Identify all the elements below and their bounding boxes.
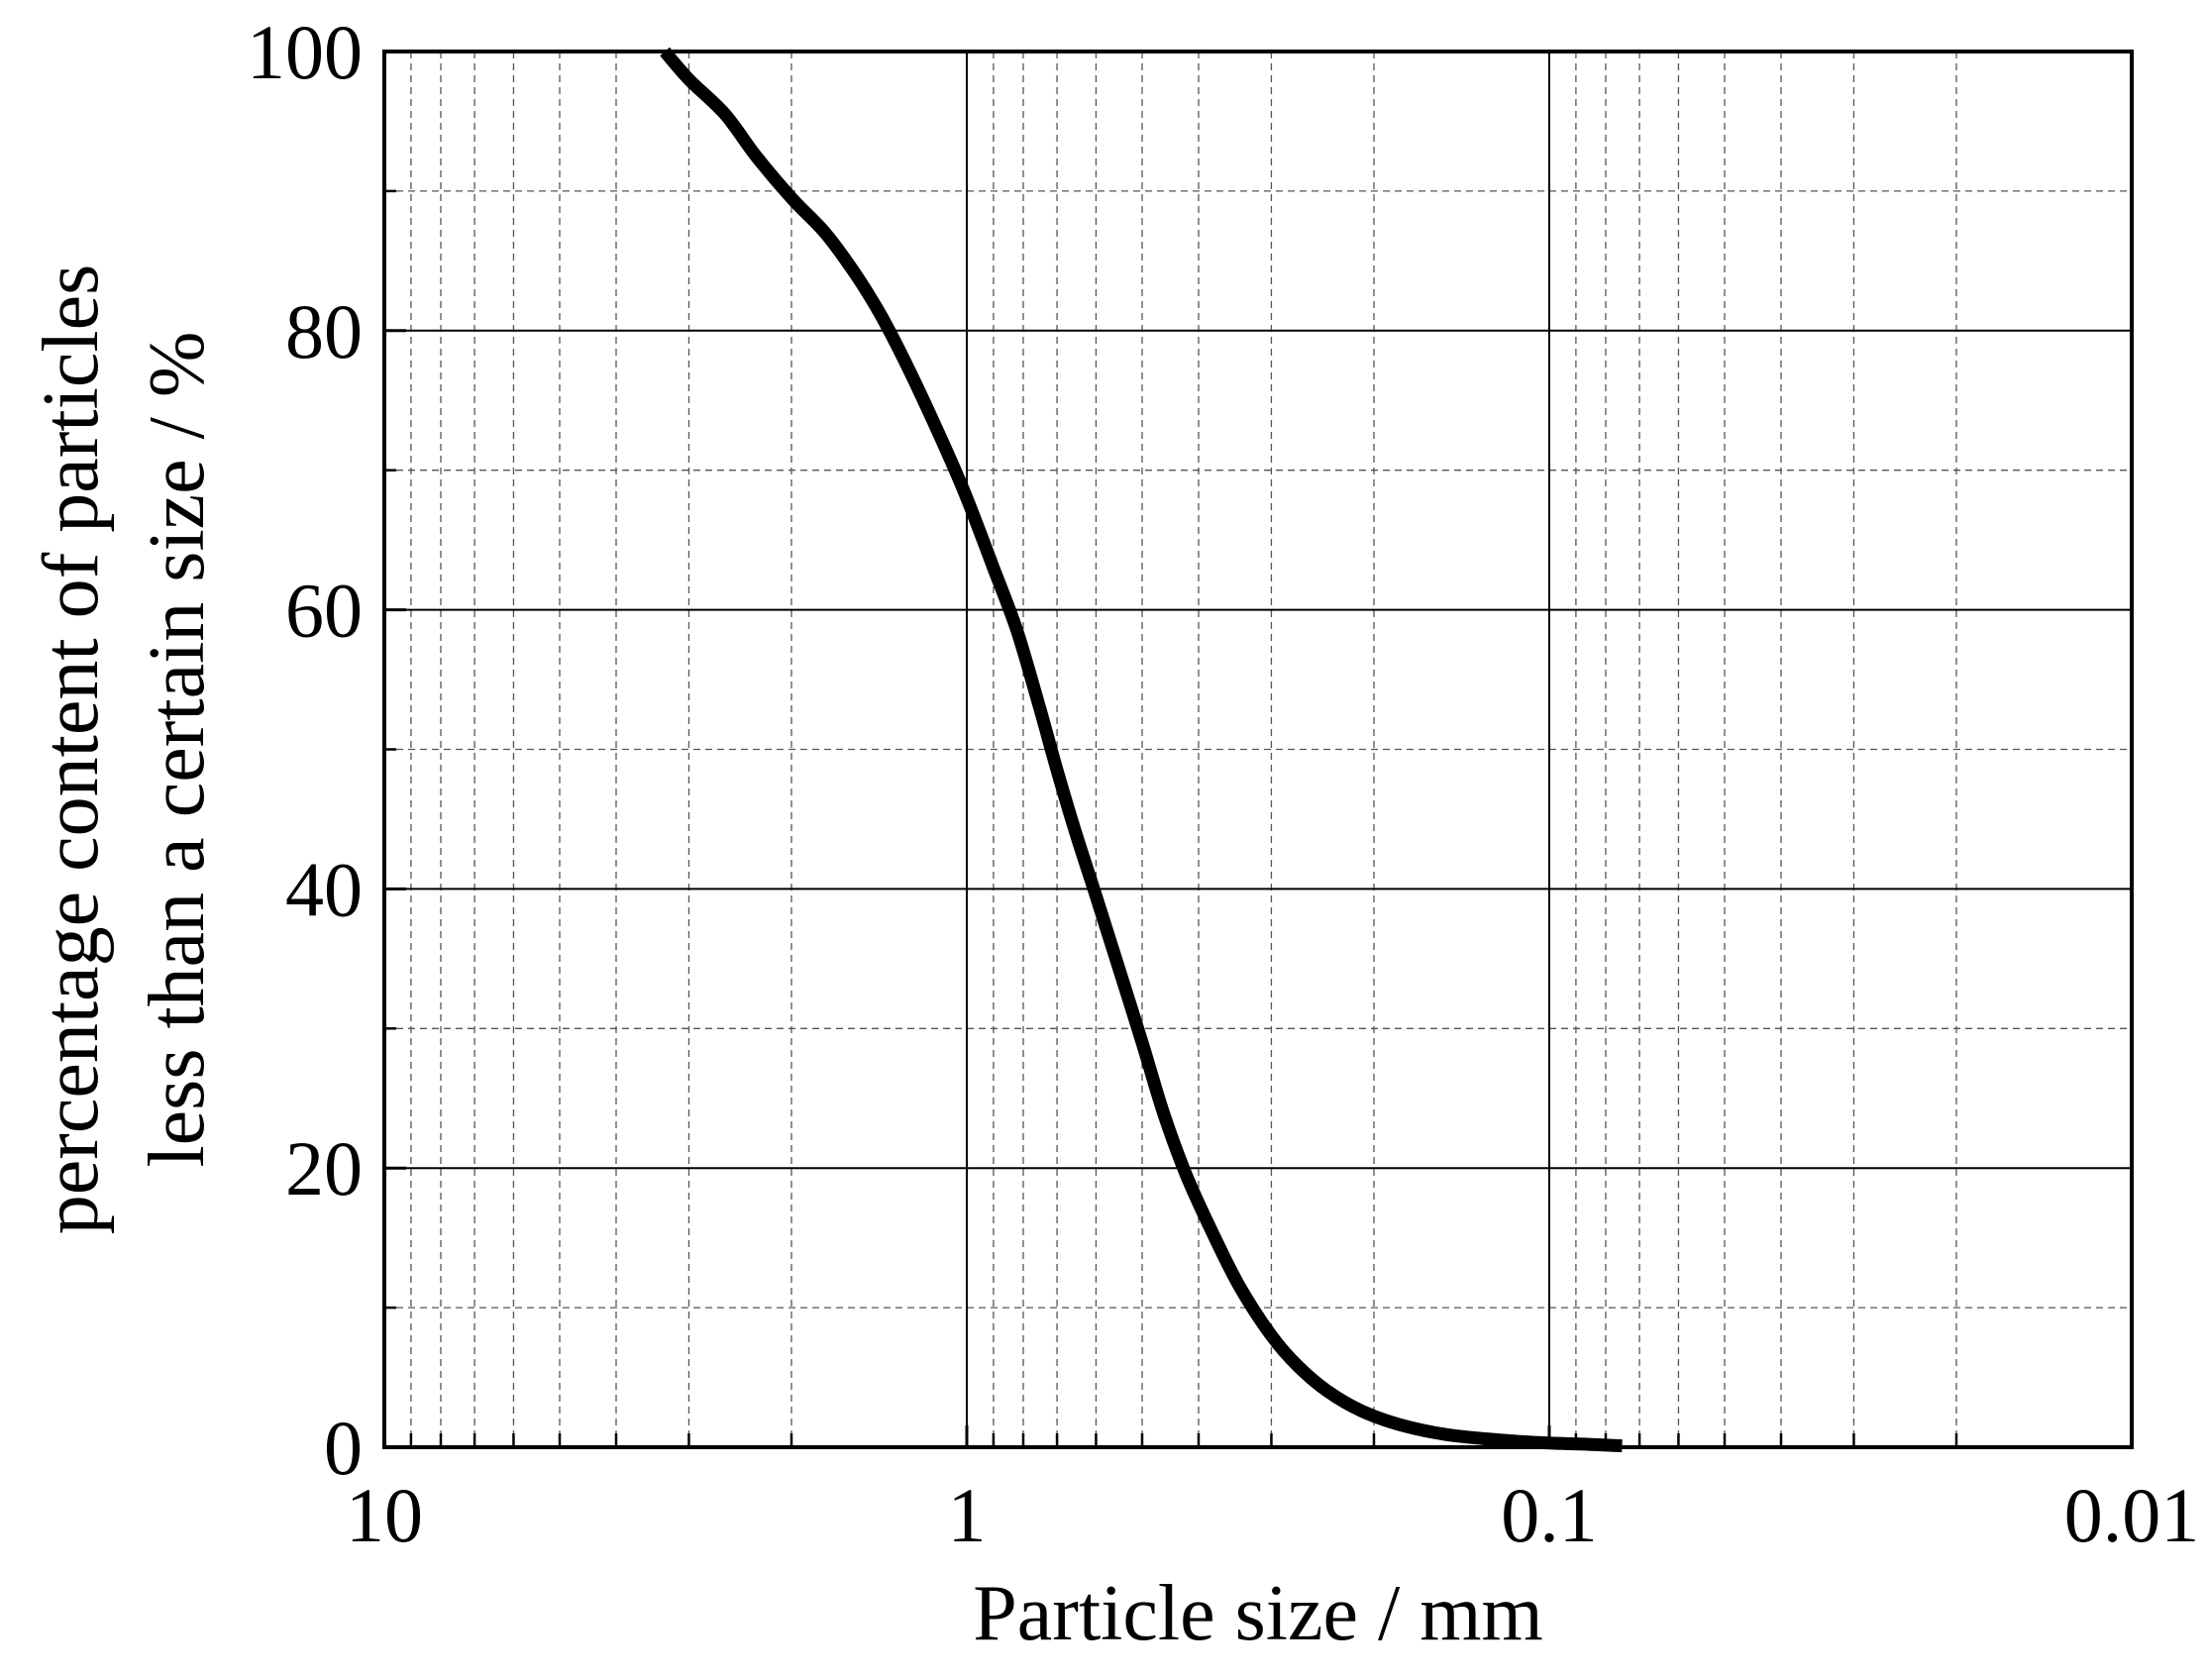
major-grid bbox=[384, 52, 2132, 1447]
x-tick-label: 0.1 bbox=[1501, 1472, 1598, 1558]
tick-marks bbox=[382, 50, 2134, 1449]
x-axis-title: Particle size / mm bbox=[973, 1570, 1542, 1657]
y-tick-labels: 0 20 40 60 80 100 bbox=[247, 9, 363, 1491]
x-tick-label: 10 bbox=[346, 1472, 423, 1558]
y-tick-label: 100 bbox=[247, 9, 363, 95]
y-tick-label: 60 bbox=[285, 568, 363, 654]
minor-grid bbox=[384, 52, 2132, 1447]
y-axis-title-line-2: less than a certain size / % bbox=[134, 331, 221, 1167]
y-axis-title-line-1: percentage content of particles bbox=[28, 264, 115, 1235]
series-layer bbox=[660, 47, 1623, 1453]
y-tick-label: 20 bbox=[285, 1125, 363, 1211]
y-tick-label: 80 bbox=[285, 288, 363, 374]
series-line bbox=[660, 47, 1623, 1453]
x-tick-label: 0.01 bbox=[2064, 1472, 2200, 1558]
y-tick-label: 0 bbox=[324, 1405, 363, 1491]
y-axis-title: percentage content of particles less tha… bbox=[28, 264, 221, 1235]
y-tick-label: 40 bbox=[285, 846, 363, 932]
x-tick-labels: 10 1 0.1 0.01 bbox=[346, 1472, 2199, 1558]
x-tick-label: 1 bbox=[948, 1472, 987, 1558]
